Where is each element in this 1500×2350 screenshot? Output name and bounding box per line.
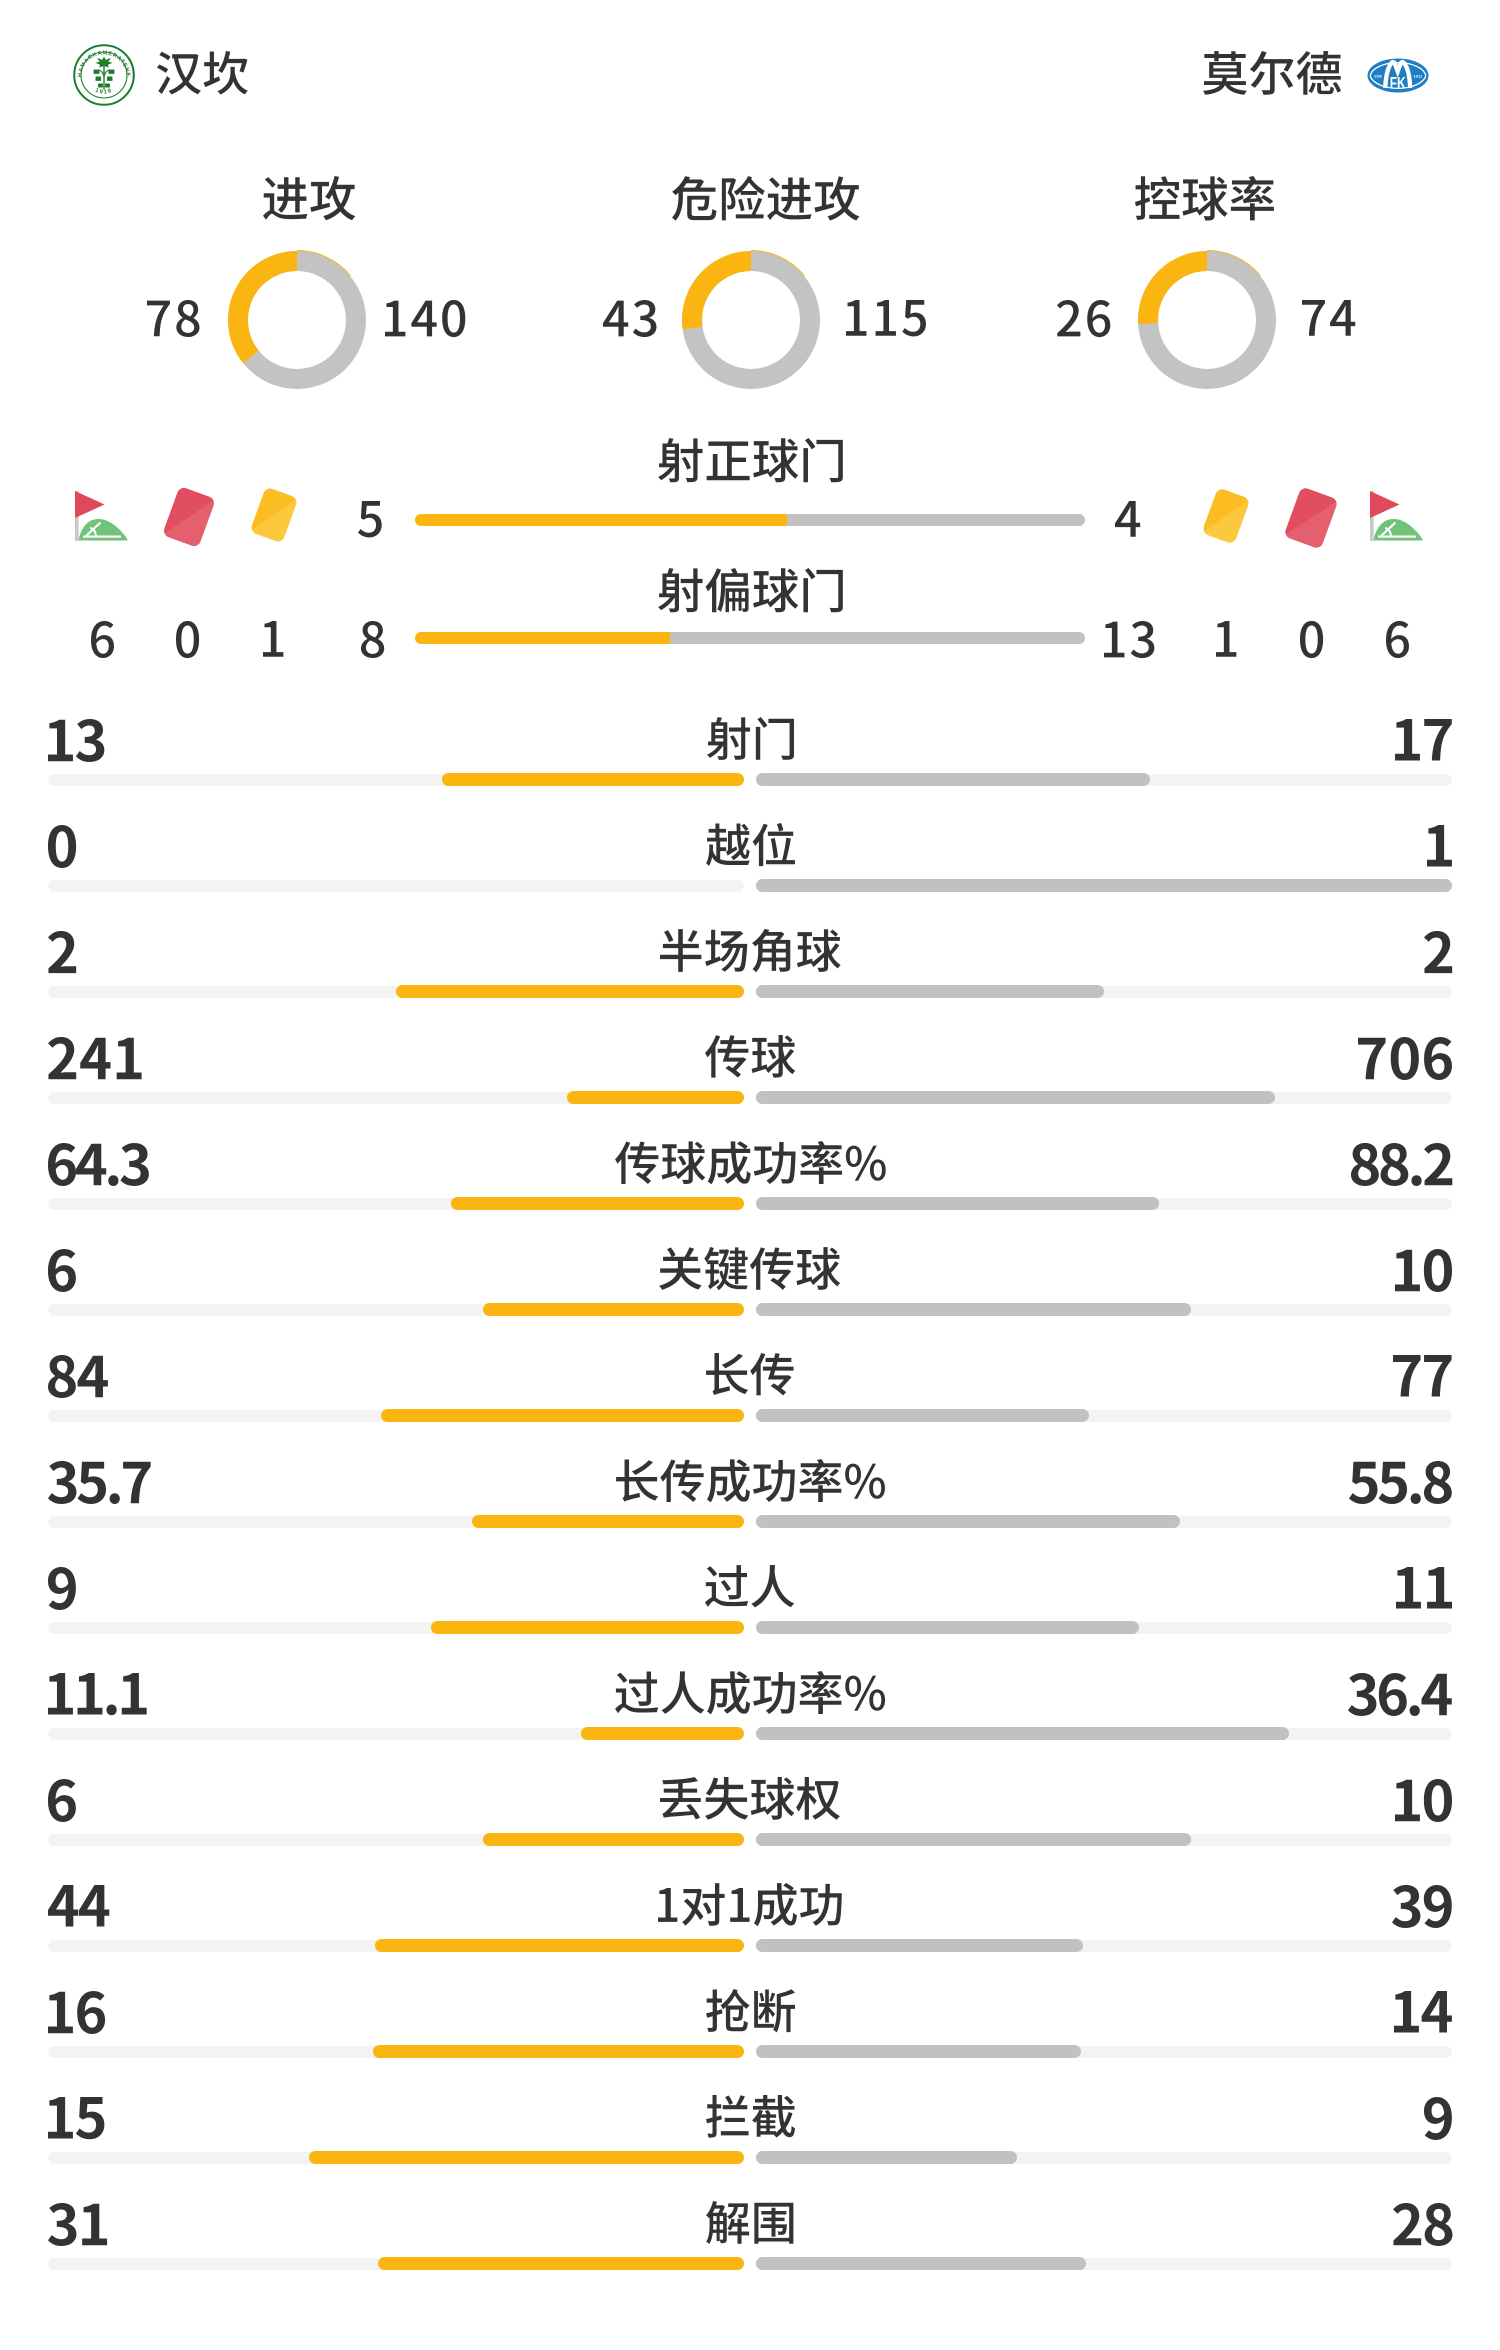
svg-text:1918: 1918 — [94, 87, 113, 95]
svg-text:FK: FK — [1390, 75, 1406, 93]
svg-text:13/6: 13/6 — [1374, 73, 1383, 78]
svg-text:1911: 1911 — [1414, 73, 1423, 78]
